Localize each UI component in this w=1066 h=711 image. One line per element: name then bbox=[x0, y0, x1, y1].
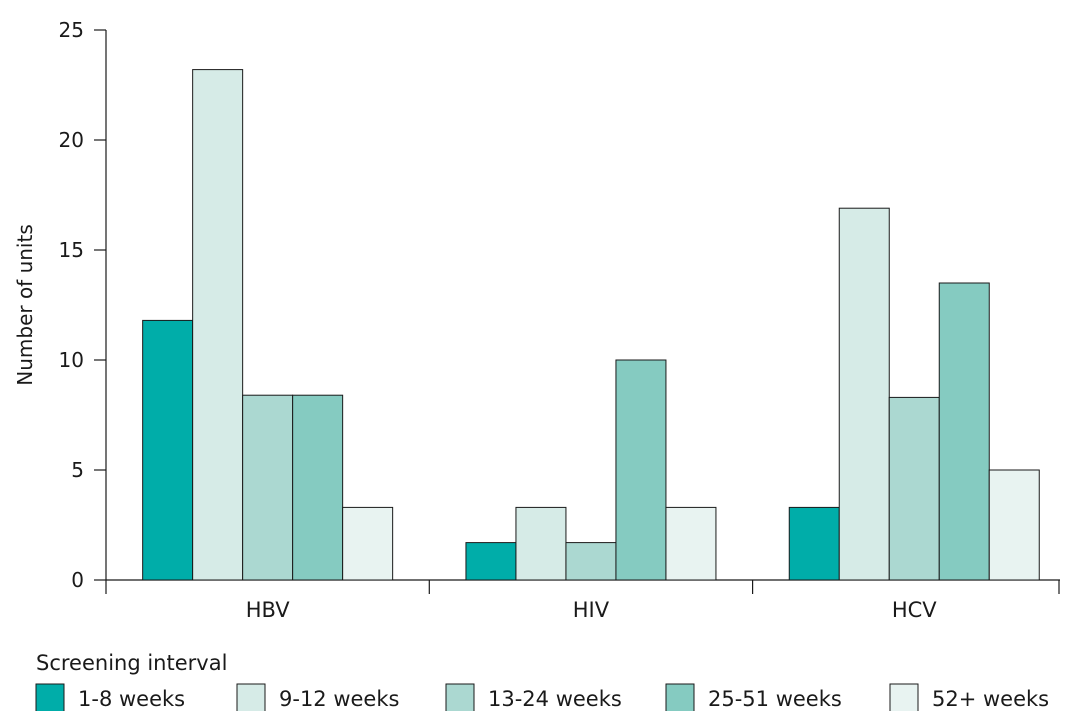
bar-hbv-5 bbox=[342, 506, 394, 581]
legend-label: 9-12 weeks bbox=[279, 687, 399, 711]
bar-hiv-5 bbox=[665, 506, 717, 581]
bar-hcv-3 bbox=[888, 396, 940, 581]
legend-label: 52+ weeks bbox=[932, 687, 1049, 711]
bar-hiv-3 bbox=[565, 542, 617, 581]
bar-hbv-1 bbox=[142, 319, 194, 581]
x-tick-label: HCV bbox=[892, 598, 937, 622]
y-tick-label: 5 bbox=[71, 458, 84, 482]
bar-hcv-4 bbox=[938, 282, 990, 581]
legend-swatch bbox=[665, 683, 695, 711]
y-tick-label: 0 bbox=[71, 568, 84, 592]
bar-hcv-5 bbox=[988, 469, 1040, 581]
bar-hcv-2 bbox=[838, 207, 890, 581]
bar-hbv-3 bbox=[242, 394, 294, 581]
legend-label: 13-24 weeks bbox=[488, 687, 622, 711]
y-tick-label: 10 bbox=[59, 348, 84, 372]
y-tick-label: 25 bbox=[59, 18, 84, 42]
plot-area: 0 5 10 15 20 25 HBV HIV HCV bbox=[59, 18, 1060, 622]
legend-label: 25-51 weeks bbox=[708, 687, 842, 711]
bar-hiv-2 bbox=[515, 506, 567, 581]
legend: 1-8 weeks 9-12 weeks 13-24 weeks 25-51 week… bbox=[35, 683, 1049, 711]
legend-label: 1-8 weeks bbox=[78, 687, 185, 711]
x-tick-label: HBV bbox=[246, 598, 291, 622]
legend-swatch bbox=[236, 683, 266, 711]
legend-title: Screening interval bbox=[36, 651, 227, 675]
x-tick-label: HIV bbox=[573, 598, 610, 622]
legend-swatch bbox=[889, 683, 919, 711]
legend-swatch bbox=[445, 683, 475, 711]
y-axis-label: Number of units bbox=[13, 224, 37, 386]
bar-hiv-1 bbox=[465, 542, 517, 581]
bar-hbv-2 bbox=[192, 69, 244, 581]
bar-hcv-1 bbox=[788, 506, 840, 581]
bar-hbv-4 bbox=[292, 394, 344, 581]
legend-swatch bbox=[35, 683, 65, 711]
bar-hiv-4 bbox=[615, 359, 667, 581]
y-tick-label: 15 bbox=[59, 238, 84, 262]
y-tick-label: 20 bbox=[59, 128, 84, 152]
